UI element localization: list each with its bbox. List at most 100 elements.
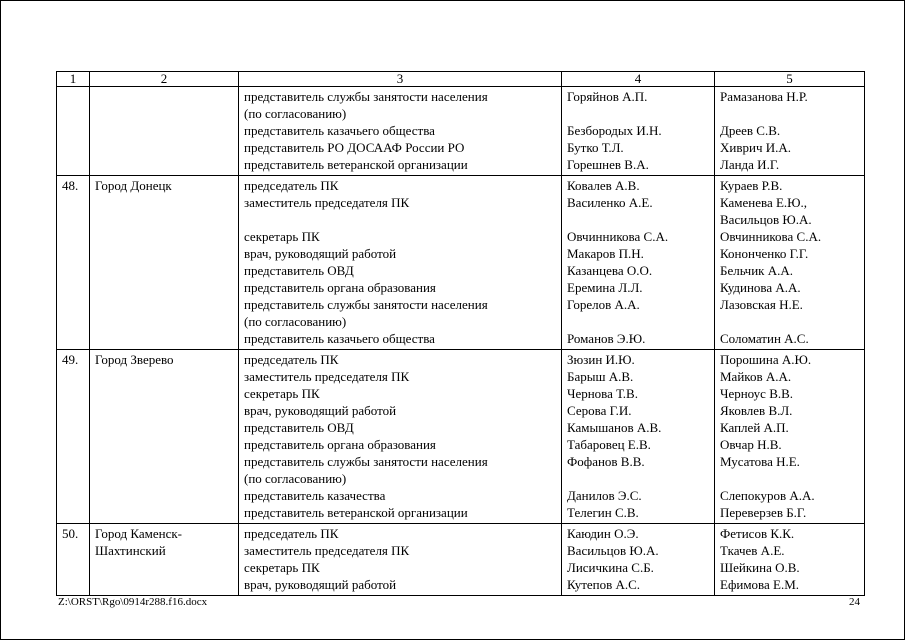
position-line: (по согласованию) [244, 471, 347, 486]
position-line: секретарь ПК [244, 560, 320, 575]
position-line: заместитель председателя ПК [244, 543, 410, 558]
name-line: Шейкина О.В. [720, 560, 800, 575]
name-line: Горелов А.А. [567, 297, 640, 312]
name-line: Овчар Н.В. [720, 437, 782, 452]
name-line: Хиврич И.А. [720, 140, 792, 155]
footer-page-number: 24 [849, 596, 860, 608]
column-header-1: 1 [56, 71, 90, 87]
position-line [244, 211, 557, 228]
names-col5-cell: Фетисов К.К. Ткачев А.Е. Шейкина О.В. Ефимо… [714, 523, 865, 596]
name-line: Овчинникова С.А. [720, 229, 822, 244]
name-line [567, 470, 710, 487]
position-line: представитель казачества [244, 488, 386, 503]
row-number-cell: 49. [56, 349, 90, 524]
name-line: Ковалев А.В. [567, 178, 640, 193]
column-header-3: 3 [238, 71, 562, 87]
name-line: Кураев Р.В. [720, 178, 783, 193]
name-line [720, 470, 860, 487]
name-line: Дреев С.В. [720, 123, 781, 138]
name-line: Данилов Э.С. [567, 488, 642, 503]
name-line: Табаровец Е.В. [567, 437, 651, 452]
position-line: представитель ОВД [244, 263, 354, 278]
positions-cell: председатель ПК заместитель председателя … [238, 349, 562, 524]
name-line [720, 313, 860, 330]
name-line: Порошина А.Ю. [720, 352, 812, 367]
names-col4-cell: Горяйнов А.П. Безбородых И.Н. Бутко Т.Л. Г… [561, 86, 715, 176]
name-line: Бутко Т.Л. [567, 140, 624, 155]
row-number-cell [56, 86, 90, 176]
name-line: Макаров П.Н. [567, 246, 644, 261]
name-line: Ткачев А.Е. [720, 543, 785, 558]
name-line: Каплей А.П. [720, 420, 789, 435]
name-line: Рамазанова Н.Р. [720, 89, 808, 104]
position-line: (по согласованию) [244, 314, 347, 329]
position-line: представитель РО ДОСААФ России РО [244, 140, 465, 155]
position-line: представитель ветеранской организации [244, 505, 468, 520]
city-line: Город Каменск- [95, 526, 183, 541]
footer-file-path: Z:\ORST\Rgo\0914r288.f16.docx [58, 596, 208, 608]
name-line: Казанцева О.О. [567, 263, 653, 278]
name-line: Кононченко Г.Г. [720, 246, 809, 261]
name-line: Камышанов А.В. [567, 420, 662, 435]
position-line: секретарь ПК [244, 386, 320, 401]
city-line: Город Зверево [95, 352, 174, 367]
name-line: Васильцов Ю.А. [567, 543, 659, 558]
name-line [567, 211, 710, 228]
name-line [567, 313, 710, 330]
table-row: представитель службы занятости населения… [56, 86, 865, 176]
position-line: представитель службы занятости населения [244, 297, 488, 312]
name-line: Каюдин О.Э. [567, 526, 639, 541]
position-line: представитель службы занятости населения [244, 454, 488, 469]
name-line: Черноус В.В. [720, 386, 794, 401]
row-number-cell: 50. [56, 523, 90, 596]
row-number-cell: 48. [56, 175, 90, 350]
name-line: Лисичкина С.Б. [567, 560, 654, 575]
name-line: Еремина Л.Л. [567, 280, 643, 295]
positions-cell: председатель ПК заместитель председателя … [238, 175, 562, 350]
name-line: Каменева Е.Ю., [720, 195, 808, 210]
position-line: врач, руководящий работой [244, 403, 397, 418]
position-line: представитель службы занятости населения [244, 89, 488, 104]
position-line: председатель ПК [244, 352, 339, 367]
name-line: Телегин С.В. [567, 505, 639, 520]
name-line: Серова Г.И. [567, 403, 632, 418]
name-line: Кутепов А.С. [567, 577, 641, 592]
name-line: Кудинова А.А. [720, 280, 801, 295]
commission-table: 1 2 3 4 5 представитель службы занятости… [56, 71, 865, 596]
name-line: Мусатова Н.Е. [720, 454, 800, 469]
position-line: представитель ОВД [244, 420, 354, 435]
name-line: Барыш А.В. [567, 369, 634, 384]
name-line: Безбородых И.Н. [567, 123, 662, 138]
city-cell: Город Каменск- Шахтинский [89, 523, 239, 596]
city-cell [89, 86, 239, 176]
position-line: представитель органа образования [244, 437, 436, 452]
name-line: Романов Э.Ю. [567, 331, 646, 346]
position-line: секретарь ПК [244, 229, 320, 244]
table-row: 48. Город Донецк председатель ПК заместител… [56, 175, 865, 350]
column-header-4: 4 [561, 71, 715, 87]
position-line: заместитель председателя ПК [244, 369, 410, 384]
name-line: Васильцов Ю.А. [720, 212, 812, 227]
position-line: (по согласованию) [244, 106, 347, 121]
column-header-5: 5 [714, 71, 865, 87]
table-row: 50. Город Каменск- Шахтинский председатель … [56, 523, 865, 596]
city-cell: Город Донецк [89, 175, 239, 350]
name-line: Лазовская Н.Е. [720, 297, 803, 312]
name-line: Яковлев В.Л. [720, 403, 793, 418]
names-col4-cell: Ковалев А.В. Василенко А.Е. Овчинникова С… [561, 175, 715, 350]
name-line: Бельчик А.А. [720, 263, 793, 278]
position-line: врач, руководящий работой [244, 577, 397, 592]
name-line: Зюзин И.Ю. [567, 352, 635, 367]
name-line: Слепокуров А.А. [720, 488, 815, 503]
name-line: Чернова Т.В. [567, 386, 638, 401]
name-line: Горяйнов А.П. [567, 89, 648, 104]
position-line: представитель органа образования [244, 280, 436, 295]
names-col5-cell: Рамазанова Н.Р. Дреев С.В. Хиврич И.А. Лан… [714, 86, 865, 176]
table-row: 49. Город Зверево председатель ПК заместите… [56, 349, 865, 524]
name-line: Василенко А.Е. [567, 195, 653, 210]
table-body: представитель службы занятости населения… [56, 86, 865, 596]
name-line: Переверзев Б.Г. [720, 505, 807, 520]
positions-cell: представитель службы занятости населения… [238, 86, 562, 176]
name-line: Овчинникова С.А. [567, 229, 669, 244]
